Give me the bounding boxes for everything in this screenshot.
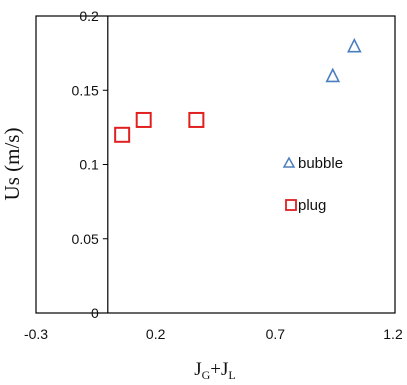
legend-marker-plug	[285, 199, 297, 211]
x-axis-title-sub2: L	[228, 368, 235, 382]
x-tick-label: -0.3	[24, 326, 48, 342]
x-axis-title-base2: J	[221, 359, 228, 380]
bubble-point	[347, 37, 362, 53]
legend-box	[278, 142, 384, 228]
x-tick-label: 0.2	[146, 326, 166, 342]
x-axis-title-plus: +	[210, 359, 221, 380]
plug-point	[114, 126, 131, 143]
y-tick-label: 0.2	[79, 8, 99, 24]
y-axis-title: Us (m/s)	[0, 128, 24, 201]
legend-label-bubble: bubble	[298, 155, 343, 172]
x-axis-title: JG+JL	[194, 359, 236, 382]
plug-point	[188, 111, 205, 128]
y-tick-label: 0.05	[72, 231, 99, 247]
plug-point	[135, 111, 152, 128]
legend-label-plug: plug	[298, 197, 326, 214]
y-tick-label: 0.15	[72, 82, 99, 98]
x-axis-title-base1: J	[194, 359, 201, 380]
legend: bubble plug	[278, 142, 384, 228]
x-tick-label: 0.7	[266, 326, 286, 342]
y-tick-label: 0.1	[79, 157, 99, 173]
plot-area-frame	[35, 15, 396, 314]
x-axis-ticks: -0.3 0.2 0.7 1.2	[24, 326, 403, 342]
bubble-point	[325, 67, 341, 83]
x-tick-label: 1.2	[383, 326, 403, 342]
legend-marker-bubble	[282, 156, 296, 168]
data-points	[114, 37, 362, 143]
y-tick-label: 0	[91, 305, 99, 321]
x-axis-title-sub1: G	[202, 368, 211, 382]
y-axis-ticks: 0 0.05 0.1 0.15 0.2	[72, 8, 108, 321]
